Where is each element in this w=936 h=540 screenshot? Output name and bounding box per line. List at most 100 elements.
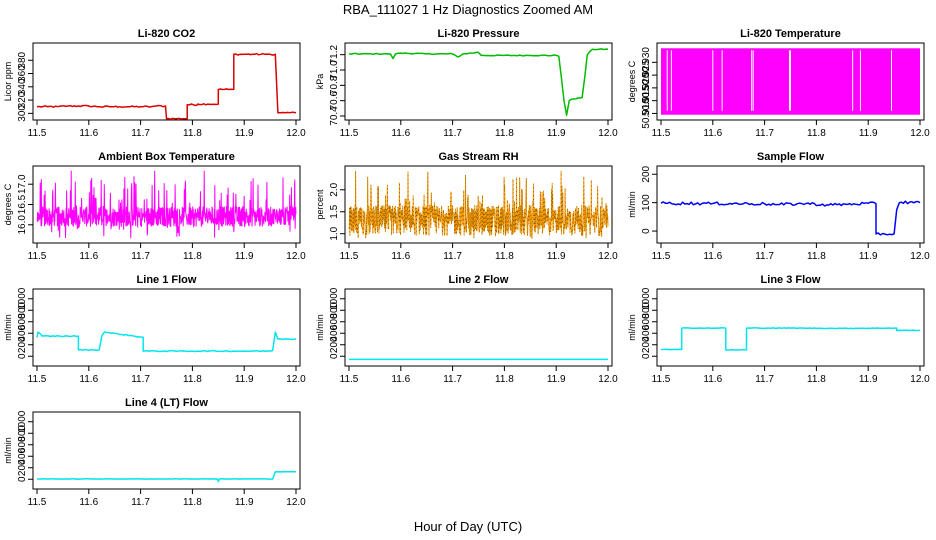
- y-tick-label: 800: [641, 301, 652, 318]
- panel-title: Li-820 Pressure: [438, 28, 520, 40]
- y-tick-label: 70.8: [329, 75, 340, 95]
- panel-title: Line 4 (LT) Flow: [125, 397, 208, 409]
- y-tick-label: 17.0: [17, 174, 28, 194]
- plot-frame: [32, 288, 301, 367]
- x-tick-label: 11.8: [183, 251, 202, 262]
- y-tick-label: 320: [17, 91, 28, 108]
- chart-panel-3: Ambient Box Temperature degrees C 11.5 11.6…: [3, 151, 306, 262]
- panel-title: Line 3 Flow: [761, 274, 821, 286]
- chart-panel-8: Line 3 Flow ml/min 11.5 11.6 11.7 11.8 11.9 12.…: [627, 274, 930, 385]
- x-tick-label: 11.7: [443, 374, 462, 385]
- x-tick-label: 11.5: [340, 128, 359, 139]
- y-tick-label: 50.915: [641, 85, 652, 116]
- y-tick-label: 340: [17, 78, 28, 95]
- plot-frame: [344, 288, 613, 367]
- y-tick-label: 300: [17, 105, 28, 122]
- plot-frame: [656, 288, 925, 367]
- series-line: [36, 52, 297, 121]
- x-tick-label: 11.9: [235, 251, 254, 262]
- panel-title: Sample Flow: [757, 151, 825, 163]
- y-axis-title: ml/min: [627, 314, 637, 341]
- x-tick-label: 11.9: [859, 374, 878, 385]
- y-tick-label: 400: [329, 324, 340, 341]
- x-tick-label: 11.6: [391, 128, 410, 139]
- x-tick-label: 11.6: [79, 374, 98, 385]
- x-tick-label: 11.9: [547, 374, 566, 385]
- chart-panel-7: Line 2 Flow ml/min 11.5 11.6 11.7 11.8 11.9 12.…: [315, 274, 618, 385]
- series-line: [36, 170, 297, 239]
- x-tick-label: 11.6: [79, 128, 98, 139]
- x-tick-label: 11.8: [183, 128, 202, 139]
- y-tick-label: 600: [17, 436, 28, 453]
- x-tick-label: 11.9: [235, 374, 254, 385]
- x-tick-label: 11.9: [859, 251, 878, 262]
- y-tick-label: 1000: [17, 410, 28, 433]
- x-tick-label: 11.9: [859, 128, 878, 139]
- y-tick-label: 800: [329, 301, 340, 318]
- panel-title: Line 1 Flow: [137, 274, 197, 286]
- y-tick-label: 200: [17, 459, 28, 476]
- y-axis-title: ml/min: [3, 437, 13, 464]
- x-tick-label: 11.7: [755, 128, 774, 139]
- panel-title: Line 2 Flow: [449, 274, 509, 286]
- x-tick-label: 12.0: [910, 374, 930, 385]
- x-tick-label: 11.7: [443, 128, 462, 139]
- series-line: [37, 470, 296, 483]
- series-line: [348, 170, 609, 239]
- y-tick-label: 600: [329, 313, 340, 330]
- panel-title: Li-820 CO2: [138, 28, 195, 40]
- x-tick-label: 11.8: [807, 251, 826, 262]
- y-tick-label: 50.930: [641, 47, 652, 78]
- x-tick-label: 11.8: [495, 374, 514, 385]
- x-tick-label: 12.0: [910, 128, 930, 139]
- x-tick-label: 12.0: [598, 374, 618, 385]
- y-tick-label: 0: [641, 228, 652, 234]
- y-tick-label: 50.910: [641, 98, 652, 129]
- panel-title: Gas Stream RH: [438, 151, 518, 163]
- x-tick-label: 12.0: [286, 251, 306, 262]
- x-tick-label: 11.8: [495, 251, 514, 262]
- x-tick-label: 11.9: [547, 251, 566, 262]
- x-tick-label: 11.5: [28, 128, 47, 139]
- y-tick-label: 800: [17, 424, 28, 441]
- y-tick-label: 16.5: [17, 194, 28, 214]
- x-tick-label: 12.0: [286, 497, 306, 508]
- x-tick-label: 11.5: [28, 497, 47, 508]
- y-tick-label: 71.0: [329, 60, 340, 80]
- x-tick-label: 12.0: [598, 128, 618, 139]
- plot-frame: [344, 42, 613, 121]
- y-tick-label: 800: [17, 301, 28, 318]
- x-tick-label: 11.8: [807, 374, 826, 385]
- chart-panel-4: Gas Stream RH percent 11.5 11.6 11.7 11.8 11.9…: [315, 151, 618, 262]
- series-line: [660, 327, 921, 351]
- series-line: [348, 48, 609, 116]
- x-tick-label: 11.6: [79, 251, 98, 262]
- x-tick-label: 11.5: [652, 374, 671, 385]
- panel-title: Ambient Box Temperature: [98, 151, 235, 163]
- x-tick-label: 11.5: [28, 251, 47, 262]
- x-tick-label: 11.6: [391, 374, 410, 385]
- y-tick-label: 400: [17, 324, 28, 341]
- x-tick-label: 11.8: [495, 128, 514, 139]
- plot-frame: [344, 165, 613, 244]
- y-tick-label: 70.6: [329, 90, 340, 110]
- y-tick-label: 1000: [17, 287, 28, 310]
- figure-title: RBA_111027 1 Hz Diagnostics Zoomed AM: [343, 2, 593, 17]
- chart-panels: Li-820 CO2 Licor ppm 11.5 11.6 11.7 11.8 11.9 1…: [3, 28, 930, 508]
- y-axis-title: degrees C: [3, 183, 13, 225]
- y-axis-title: ml/min: [627, 191, 637, 218]
- y-tick-label: 50.925: [641, 59, 652, 90]
- plot-frame: [32, 42, 301, 121]
- x-tick-label: 11.8: [807, 128, 826, 139]
- series-line: [36, 331, 297, 353]
- y-tick-label: 16.0: [17, 215, 28, 235]
- x-tick-label: 11.6: [703, 251, 722, 262]
- x-tick-label: 11.6: [703, 374, 722, 385]
- y-tick-label: 380: [17, 51, 28, 68]
- y-axis-title: percent: [315, 189, 325, 220]
- y-tick-label: 70.4: [329, 106, 340, 126]
- panel-title: Li-820 Temperature: [740, 28, 841, 40]
- chart-panel-0: Li-820 CO2 Licor ppm 11.5 11.6 11.7 11.8 11.9 1…: [3, 28, 306, 139]
- plot-frame: [656, 165, 925, 244]
